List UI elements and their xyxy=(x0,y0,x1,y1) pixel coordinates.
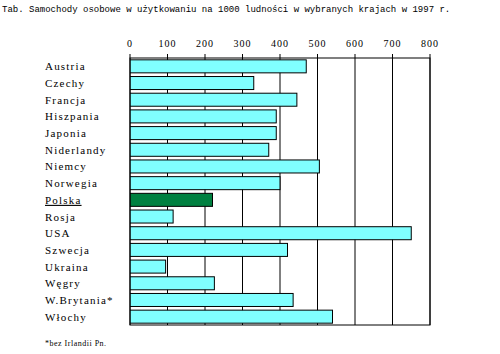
tick-label: 300 xyxy=(234,38,252,49)
tick-mark xyxy=(205,54,206,58)
footnote: *bez Irlandii Pn. xyxy=(45,339,107,348)
bar xyxy=(130,227,411,240)
bar xyxy=(130,260,166,273)
category-label: Ukraina xyxy=(45,261,89,273)
bar xyxy=(130,293,293,306)
tick-label: 800 xyxy=(421,38,439,49)
bar xyxy=(130,310,333,323)
category-label: Rosja xyxy=(45,211,76,223)
category-label: Hiszpania xyxy=(45,110,100,122)
tick-label: 700 xyxy=(384,38,402,49)
bar xyxy=(130,110,276,123)
plot-area xyxy=(130,58,430,325)
tick-label: 400 xyxy=(271,38,289,49)
title: Tab. Samochody osobowe w użytkowaniu na … xyxy=(2,5,450,15)
bar xyxy=(130,93,297,106)
category-label: Norwegia xyxy=(45,177,98,189)
category-label: Niemcy xyxy=(45,160,87,172)
plot-frame xyxy=(130,58,430,325)
tick-mark xyxy=(355,54,356,58)
bar xyxy=(130,210,173,223)
category-label: Polska xyxy=(45,194,82,206)
bar xyxy=(130,60,306,73)
tick-mark xyxy=(317,54,318,58)
grid-line xyxy=(392,58,393,325)
tick-mark xyxy=(392,54,393,58)
category-label: Włochy xyxy=(45,311,87,323)
bar xyxy=(130,177,280,190)
chart: Tab. Samochody osobowe w użytkowaniu na … xyxy=(0,0,500,354)
tick-mark xyxy=(280,54,281,58)
category-label: Czechy xyxy=(45,77,85,89)
category-label: Francja xyxy=(45,94,86,106)
tick-mark xyxy=(167,54,168,58)
category-label: Węgry xyxy=(45,277,81,289)
category-label: USA xyxy=(45,227,71,239)
grid-line xyxy=(355,58,356,325)
category-label: W.Brytania* xyxy=(45,294,114,306)
category-label: Japonia xyxy=(45,127,87,139)
bars xyxy=(130,60,411,323)
tick-mark xyxy=(242,54,243,58)
tick-label: 500 xyxy=(309,38,327,49)
bar xyxy=(130,77,254,90)
tick-mark xyxy=(130,54,131,58)
category-label: Austria xyxy=(45,60,86,72)
tick-label: 0 xyxy=(127,38,133,49)
tick-mark xyxy=(430,54,431,58)
bar xyxy=(130,193,213,206)
bar xyxy=(130,160,319,173)
tick-label: 200 xyxy=(196,38,214,49)
tick-label: 100 xyxy=(159,38,177,49)
bar xyxy=(130,277,214,290)
category-label: Niderlandy xyxy=(45,144,106,156)
bar xyxy=(130,243,288,256)
grid-line xyxy=(317,58,318,325)
tick-label: 600 xyxy=(346,38,364,49)
category-label: Szwecja xyxy=(45,244,90,256)
bar xyxy=(130,127,276,140)
bar xyxy=(130,143,269,156)
